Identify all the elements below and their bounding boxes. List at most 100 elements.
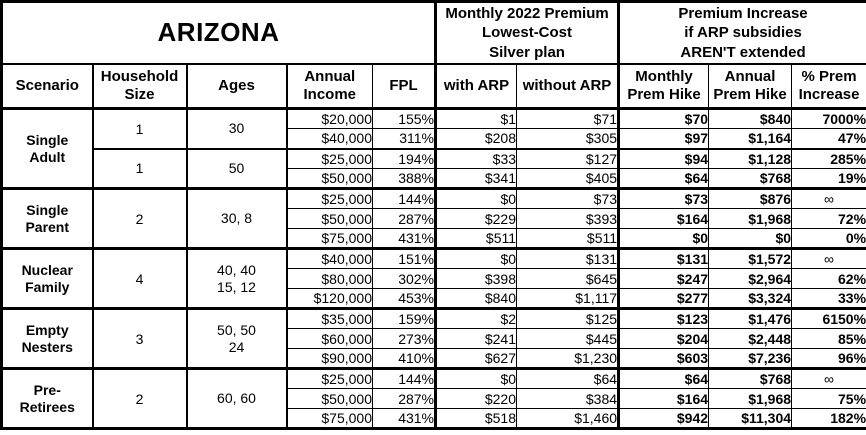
monthly-hike-cell: $942 <box>618 408 710 429</box>
household-size-cell: 2 <box>92 187 188 249</box>
fpl-cell: 287% <box>371 388 438 409</box>
without-arp-cell: $405 <box>516 168 621 189</box>
without-arp-cell: $1,460 <box>516 408 621 429</box>
monthly-hike-cell: $64 <box>618 367 710 389</box>
monthly-hike-cell: $94 <box>618 147 710 169</box>
monthly-hike-cell: $64 <box>618 168 710 189</box>
fpl-cell: 144% <box>371 187 438 209</box>
fpl-cell: 311% <box>371 128 438 149</box>
household-size-cell: 2 <box>92 367 188 429</box>
annual-hike-cell: $876 <box>708 187 793 209</box>
fpl-cell: 151% <box>371 247 438 269</box>
annual-hike-cell: $1,572 <box>708 247 793 269</box>
annual-income-cell: $25,000 <box>286 187 373 209</box>
pct-increase-cell: 85% <box>791 328 866 349</box>
annual-hike-cell: $0 <box>708 228 793 249</box>
scenario-cell: Single Adult <box>1 108 94 189</box>
annual-hike-cell: $11,304 <box>708 408 793 429</box>
without-arp-cell: $1,117 <box>516 288 621 309</box>
fpl-cell: 273% <box>371 328 438 349</box>
ages-cell: 50 <box>186 147 288 189</box>
fpl-cell: 453% <box>371 288 438 309</box>
annual-income-cell: $75,000 <box>286 408 373 429</box>
with-arp-cell: $627 <box>435 348 518 369</box>
with-arp-cell: $511 <box>435 228 518 249</box>
monthly-hike-cell: $97 <box>618 128 710 149</box>
annual-hike-cell: $3,324 <box>708 288 793 309</box>
scenario-cell: Nuclear Family <box>1 247 94 309</box>
annual-income-cell: $50,000 <box>286 208 373 229</box>
with-arp-cell: $229 <box>435 208 518 229</box>
with-arp-cell: $220 <box>435 388 518 409</box>
with-arp-cell: $341 <box>435 168 518 189</box>
table-row: Single Parent 2 30, 8 $25,000 144% $0 $7… <box>1 187 866 249</box>
monthly-hike-cell: $0 <box>618 228 710 249</box>
monthly-hike-cell: $164 <box>618 208 710 229</box>
with-arp-cell: $518 <box>435 408 518 429</box>
header-ages: Ages <box>186 63 288 110</box>
table-row: $75,000 431% $518 $1,460 $942 $11,304 18… <box>2 408 866 429</box>
table-row: $60,000 273% $241 $445 $204 $2,448 85% <box>2 328 866 349</box>
table-row: Single Adult 1 30 $20,000 155% $1 $71 $7… <box>1 108 866 189</box>
with-arp-cell: $208 <box>435 128 518 149</box>
ages-cell: 60, 60 <box>186 367 288 429</box>
without-arp-cell: $127 <box>516 147 621 169</box>
pct-increase-cell: 182% <box>791 408 866 429</box>
with-arp-cell: $2 <box>435 307 518 329</box>
pct-increase-cell: 96% <box>791 348 866 369</box>
annual-hike-cell: $1,968 <box>708 208 793 229</box>
monthly-hike-cell: $131 <box>618 247 710 269</box>
pct-increase-cell: ∞ <box>791 367 866 389</box>
with-arp-cell: $0 <box>435 187 518 209</box>
annual-hike-cell: $7,236 <box>708 348 793 369</box>
fpl-cell: 159% <box>371 307 438 329</box>
with-arp-cell: $1 <box>435 108 518 129</box>
header-with-arp: with ARP <box>435 63 518 110</box>
without-arp-cell: $71 <box>516 108 621 129</box>
header-household-size: Household Size <box>92 63 188 110</box>
pct-increase-cell: 6150% <box>791 307 866 329</box>
with-arp-cell: $0 <box>435 367 518 389</box>
fpl-cell: 155% <box>371 108 438 129</box>
header-annual-hike: Annual Prem Hike <box>708 63 793 110</box>
fpl-cell: 431% <box>371 408 438 429</box>
annual-income-cell: $35,000 <box>286 307 373 329</box>
pct-increase-cell: 285% <box>791 147 866 169</box>
without-arp-cell: $511 <box>516 228 621 249</box>
table-row: Empty Nesters 3 50, 50 24 $35,000 159% $… <box>1 307 866 369</box>
annual-hike-cell: $2,964 <box>708 268 793 289</box>
without-arp-cell: $64 <box>516 367 621 389</box>
premium-group-header: Monthly 2022 Premium Lowest-Cost Silver … <box>435 1 621 65</box>
annual-income-cell: $40,000 <box>286 128 373 149</box>
without-arp-cell: $131 <box>516 247 621 269</box>
annual-income-cell: $75,000 <box>286 228 373 249</box>
monthly-hike-cell: $247 <box>618 268 710 289</box>
annual-income-cell: $25,000 <box>286 367 373 389</box>
with-arp-cell: $0 <box>435 247 518 269</box>
ages-cell: 30, 8 <box>186 187 288 249</box>
pct-increase-cell: 33% <box>791 288 866 309</box>
without-arp-cell: $384 <box>516 388 621 409</box>
annual-hike-cell: $768 <box>708 367 793 389</box>
annual-income-cell: $60,000 <box>286 328 373 349</box>
header-pct-increase: % Prem Increase <box>791 63 866 110</box>
header-fpl: FPL <box>371 63 438 110</box>
fpl-cell: 410% <box>371 348 438 369</box>
scenario-cell: Single Parent <box>1 187 94 249</box>
pct-increase-cell: 62% <box>791 268 866 289</box>
monthly-hike-cell: $70 <box>618 108 710 129</box>
annual-income-cell: $50,000 <box>286 168 373 189</box>
monthly-hike-cell: $123 <box>618 307 710 329</box>
monthly-hike-cell: $603 <box>618 348 710 369</box>
annual-hike-cell: $1,476 <box>708 307 793 329</box>
table-row: Nuclear Family 4 40, 40 15, 12 $40,000 1… <box>1 247 866 309</box>
annual-income-cell: $90,000 <box>286 348 373 369</box>
with-arp-cell: $33 <box>435 147 518 169</box>
fpl-cell: 431% <box>371 228 438 249</box>
table-row: $50,000 388% $341 $405 $64 $768 19% <box>2 168 866 189</box>
annual-income-cell: $40,000 <box>286 247 373 269</box>
without-arp-cell: $645 <box>516 268 621 289</box>
annual-income-cell: $80,000 <box>286 268 373 289</box>
